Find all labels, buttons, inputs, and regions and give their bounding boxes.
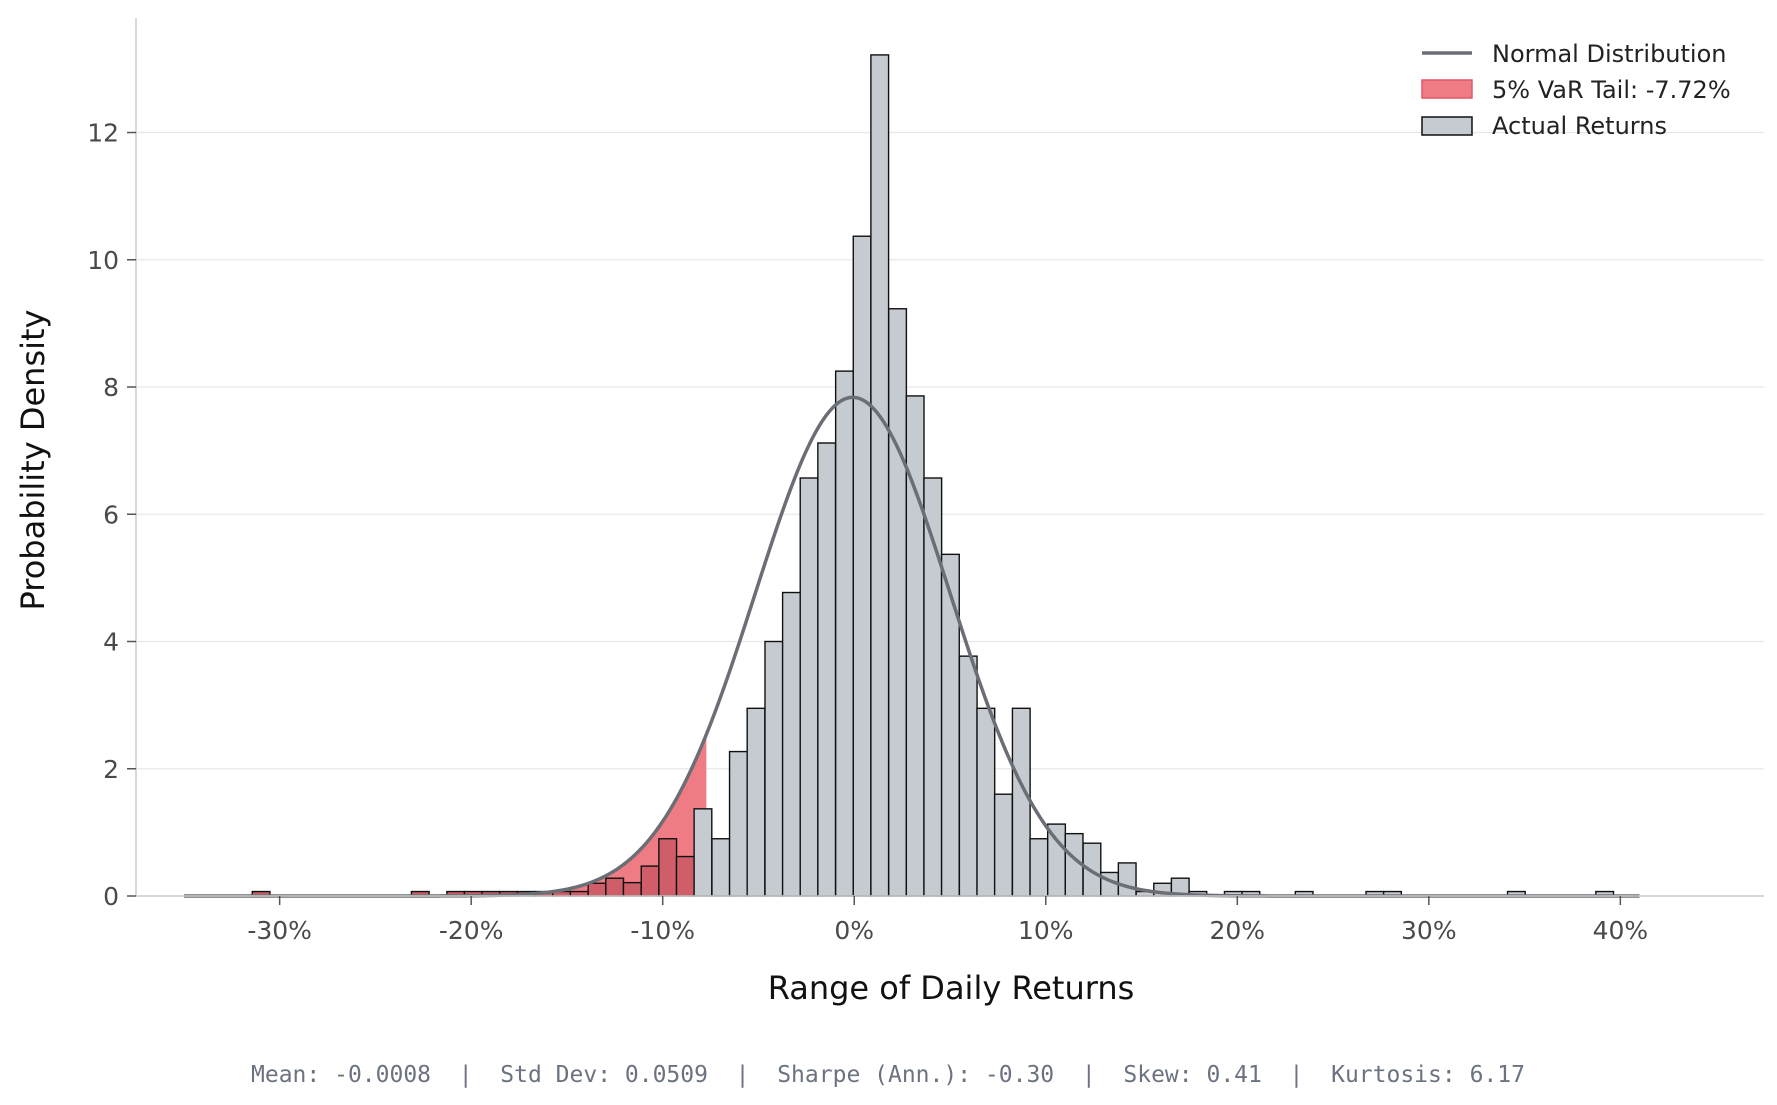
x-tick-label: -20%: [439, 916, 504, 945]
y-tick-label: 0: [103, 882, 119, 911]
x-tick-label: 10%: [1018, 916, 1074, 945]
histogram-bar: [817, 442, 837, 897]
y-tick-label: 4: [103, 628, 119, 657]
histogram-bar-tail: [675, 855, 695, 897]
x-tick-label: 20%: [1210, 916, 1266, 945]
legend-tail-swatch: [1421, 79, 1473, 99]
histogram-bar: [728, 750, 748, 897]
histogram-bar: [976, 707, 996, 897]
histogram-bar: [1117, 862, 1137, 897]
x-tick-label: -30%: [247, 916, 312, 945]
x-tick-label: -10%: [630, 916, 695, 945]
histogram-bar: [870, 54, 890, 897]
histogram-bar: [888, 308, 908, 897]
histogram-bar: [940, 553, 960, 897]
legend-bar-swatch: [1421, 116, 1473, 136]
y-tick-label: 8: [103, 373, 119, 402]
histogram-bar: [764, 640, 784, 897]
legend-tail-label: 5% VaR Tail: -7.72%: [1492, 76, 1731, 104]
x-tick-label: 40%: [1593, 916, 1649, 945]
y-tick-label: 2: [103, 755, 119, 784]
histogram-bar: [799, 477, 819, 897]
histogram-bar: [852, 235, 872, 897]
histogram-bar-tail: [605, 877, 625, 897]
y-tick-label: 12: [87, 119, 119, 148]
histogram-bar: [711, 838, 731, 897]
legend-bar-label: Actual Returns: [1492, 112, 1667, 140]
histogram-bar: [834, 370, 855, 897]
histogram-bar: [693, 808, 713, 897]
histogram-bar: [1029, 838, 1049, 897]
histogram-bars-layer: [251, 54, 1615, 897]
histogram-bar-tail: [622, 881, 642, 897]
var-tail-layer: [183, 734, 707, 896]
legend-normal-label: Normal Distribution: [1492, 40, 1726, 68]
histogram-bar-tail: [640, 865, 660, 897]
var-tail-area: [183, 734, 707, 896]
y-tick-label: 6: [103, 500, 119, 529]
y-tick-label: 10: [87, 246, 119, 275]
histogram-bar: [993, 793, 1014, 897]
histogram-bar-tail: [587, 882, 607, 897]
histogram-bar: [958, 655, 978, 897]
histogram-bar: [781, 591, 801, 897]
ticks-layer: -30% -20% -10% 0% 10% 20% 30% 40% 0 2 4 6 8 10 12: [87, 119, 1648, 945]
grid-layer: [136, 131, 1764, 770]
x-tick-label: 0%: [834, 916, 874, 945]
histogram-bar: [746, 707, 766, 897]
x-axis-title: Range of Daily Returns: [768, 969, 1135, 1007]
y-axis-title: Probability Density: [14, 310, 52, 611]
legend: Normal Distribution 5% VaR Tail: -7.72% …: [1421, 40, 1731, 140]
stats-summary: Mean: -0.0008 | Std Dev: 0.0509 | Sharpe…: [251, 1062, 1525, 1088]
x-tick-label: 30%: [1401, 916, 1457, 945]
axes-layer: [135, 18, 1764, 897]
histogram-bar: [1011, 707, 1031, 897]
histogram-bar-tail: [658, 838, 678, 897]
